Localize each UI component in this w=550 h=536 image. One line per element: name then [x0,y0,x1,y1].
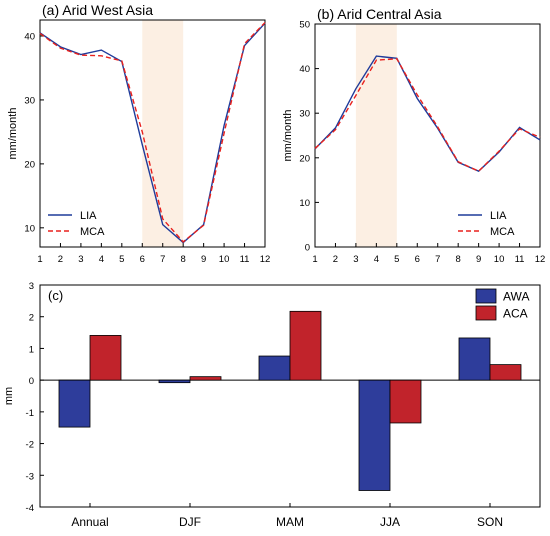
y-tick-label: 20 [24,159,35,170]
shaded-period [142,20,184,247]
x-tick-label: 9 [476,254,481,265]
x-tick-label: 7 [435,254,440,265]
series-line-mca [39,22,266,243]
legend-swatch-aca [475,305,497,321]
chart-title: (c) [48,288,63,303]
y-tick-label: -4 [26,503,34,514]
bar-awa [358,379,391,491]
y-tick-label: 0 [29,376,34,387]
y-axis-label: mm/month [282,110,294,162]
x-tick-label: 9 [201,254,206,265]
x-tick-label: 1 [37,254,42,265]
legend-label: LIA [80,210,97,222]
x-tick-label: Annual [71,515,108,529]
chart-title: (a) Arid West Asia [42,2,153,18]
y-tick-label: 30 [24,95,35,106]
y-tick-label: 10 [24,223,35,234]
x-tick-label: 4 [99,254,104,265]
bar-aca [289,310,322,381]
x-tick-label: 3 [353,254,358,265]
y-tick-label: 50 [299,20,310,31]
x-tick-label: 2 [333,254,338,265]
y-tick-label: 1 [29,344,34,355]
y-tick-label: -3 [26,471,34,482]
bar-aca [89,335,122,381]
x-tick-label: 11 [240,254,250,265]
x-tick-label: 5 [119,254,124,265]
plot-frame [314,23,541,248]
x-tick-label: 6 [415,254,420,265]
x-tick-label: 12 [260,254,271,265]
x-tick-label: 11 [515,254,525,265]
legend-label: MCA [80,226,105,238]
y-tick-label: 30 [299,109,310,120]
y-tick-label: 20 [299,153,310,164]
x-tick-label: 2 [58,254,63,265]
y-tick-label: 2 [29,313,34,324]
x-tick-label: 5 [394,254,399,265]
x-tick-label: JJA [380,515,400,529]
bar-aca [189,376,222,381]
y-tick-label: -2 [26,440,34,451]
bar-awa [58,379,91,428]
bar-awa [458,337,491,381]
y-tick-label: 40 [24,31,35,42]
bar-aca [489,364,522,381]
legend-label: MCA [490,226,515,238]
series-line-lia [39,22,266,244]
y-tick-label: 40 [299,64,310,75]
series-line-lia [314,55,541,173]
x-tick-label: 7 [160,254,165,265]
series-line-mca [314,58,541,173]
bar-awa [258,355,291,381]
y-tick-label: -1 [26,408,34,419]
legend-label: LIA [490,210,507,222]
bar-awa [158,379,191,384]
legend-label: AWA [503,290,529,304]
y-tick-label: 10 [299,198,310,209]
legend-label: ACA [503,307,528,321]
x-tick-label: 12 [535,254,546,265]
y-axis-label: mm/month [7,108,19,160]
x-tick-label: SON [477,515,503,529]
x-tick-label: 10 [494,254,505,265]
x-tick-label: 10 [219,254,230,265]
x-tick-label: 8 [456,254,461,265]
x-tick-label: 3 [78,254,83,265]
y-axis-label: mm [3,387,15,405]
legend-swatch-awa [475,288,497,304]
y-tick-label: 3 [29,281,34,292]
plot-frame [39,19,266,248]
chart-title: (b) Arid Central Asia [317,6,442,22]
x-tick-label: 6 [140,254,145,265]
x-tick-label: MAM [276,515,304,529]
x-tick-label: 1 [312,254,317,265]
x-tick-label: DJF [179,515,201,529]
y-tick-label: 0 [305,243,310,254]
bar-aca [389,379,422,424]
x-tick-label: 8 [181,254,186,265]
chart-c: -4 -3 -2 -1 0 1 2 3 Annual DJF MAM JJA SON (c) mm AWA AC… [3,281,541,529]
x-tick-label: 4 [374,254,379,265]
